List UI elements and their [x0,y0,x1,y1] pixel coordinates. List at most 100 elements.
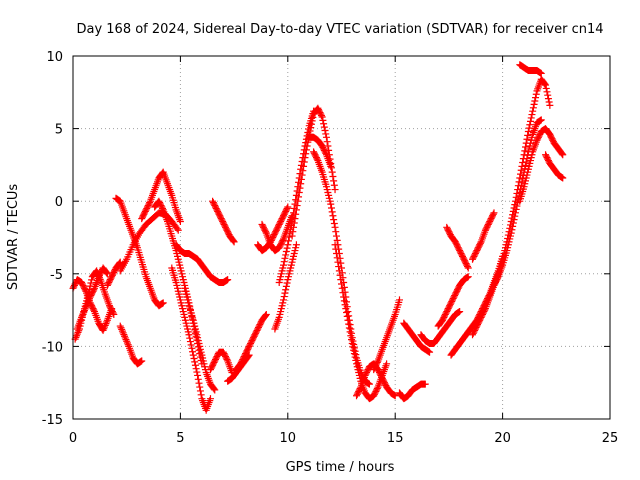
data-point [332,232,340,240]
data-point [332,245,340,253]
x-tick-label: 25 [602,431,619,446]
series-sat-c [73,264,111,333]
data-point [512,205,520,213]
data-point [291,215,299,223]
data-point [306,127,314,135]
data-point [489,210,497,218]
data-point [531,97,539,105]
data-point [296,184,304,192]
data-point [295,193,303,201]
data-point [327,204,335,212]
data-point [309,113,317,121]
series-sat-ak [516,61,545,77]
data-point [119,329,127,337]
data-point [285,237,293,245]
data-point [331,241,339,249]
data-point [333,236,341,244]
data-point [194,371,202,379]
data-point [188,344,196,352]
series-sat-ac [417,308,464,347]
data-point [283,244,291,252]
data-point [192,365,200,373]
plot-frame [72,55,611,420]
data-point [189,351,197,359]
data-point [185,331,193,339]
data-point [292,206,300,214]
data-point [511,212,519,220]
data-point [120,331,128,339]
data-point [352,356,360,364]
data-point [90,286,98,294]
data-point [350,346,358,354]
data-point [532,94,540,102]
data-point [522,158,530,166]
series-sat-z [370,296,403,374]
data-point [313,155,321,163]
data-point [110,310,118,318]
data-point [348,339,356,347]
data-point [280,293,288,301]
data-point [327,200,335,208]
series-sat-l [181,284,219,394]
data-point [329,212,337,220]
data-point [541,80,549,88]
data-point [210,385,218,393]
data-point [373,385,381,393]
data-point [303,142,311,150]
data-point [304,138,312,146]
data-point [317,112,325,120]
data-point [281,289,289,297]
data-point [421,380,429,388]
series-sat-m [206,348,236,377]
data-point [103,269,111,277]
data-point [344,316,352,324]
series-sat-e [116,322,146,368]
y-tick-label: 10 [46,50,63,65]
data-point [118,327,126,335]
data-point [85,295,93,303]
data-point [123,339,131,347]
data-point [290,223,298,231]
data-point [295,188,303,196]
data-point [174,226,182,234]
data-point [196,383,204,391]
data-point [345,320,353,328]
data-point [513,202,521,210]
data-point [507,229,515,237]
data-point [365,380,373,388]
data-point [559,174,567,182]
data-point [282,251,290,259]
data-point [532,90,540,98]
series-sat-x [331,241,391,403]
data-point [330,181,338,189]
data-point [321,127,329,135]
data-point [122,336,130,344]
data-point [78,313,86,321]
data-point [320,123,328,131]
data-point [320,120,328,128]
data-point [340,293,348,301]
data-point [302,146,310,154]
data-point [109,309,117,317]
data-point [351,353,359,361]
y-tick-label: 0 [55,195,63,210]
data-point [509,219,517,227]
data-point [338,280,345,288]
data-point [537,116,545,124]
data-point [342,305,350,313]
data-point [292,241,300,249]
data-point [542,81,550,89]
data-point [522,161,530,169]
data-point [283,204,291,212]
data-point [510,216,518,224]
data-point [197,391,205,399]
data-point [529,104,537,112]
data-point [529,107,537,115]
data-point [558,150,566,158]
data-point [350,350,358,358]
data-point [340,297,348,305]
series-sat-f [112,194,167,310]
data-point [530,100,538,108]
data-point [395,296,403,304]
axis-ticks [72,55,611,420]
